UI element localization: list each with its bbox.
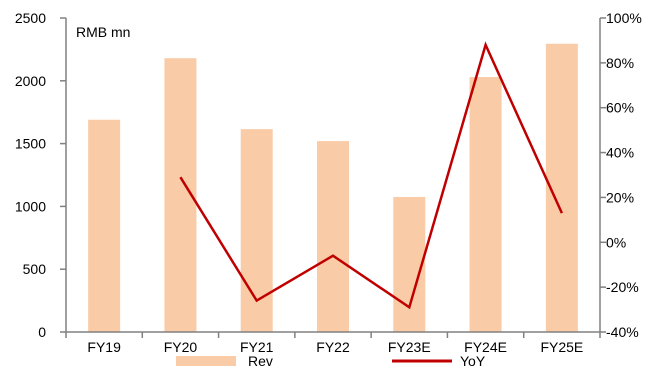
left-tick-label: 1000 bbox=[15, 198, 46, 214]
left-tick-label: 1500 bbox=[15, 136, 46, 152]
left-tick-label: 500 bbox=[23, 261, 47, 277]
bar-rev-fy23e bbox=[393, 196, 426, 332]
legend-label-rev: Rev bbox=[248, 353, 273, 369]
bar-rev-fy22 bbox=[317, 141, 349, 332]
right-tick-label: 0% bbox=[606, 234, 626, 250]
right-tick-label: 20% bbox=[606, 189, 634, 205]
yoy-line-layer bbox=[179, 41, 564, 310]
right-tick-label: -20% bbox=[606, 279, 639, 295]
x-tick-label: FY19 bbox=[87, 339, 121, 355]
right-tick-label: 80% bbox=[606, 55, 634, 71]
left-tick-label: 2500 bbox=[15, 10, 46, 26]
left-tick-label: 0 bbox=[38, 324, 46, 340]
right-tick-label: 40% bbox=[606, 145, 634, 161]
right-tick-label: 60% bbox=[606, 100, 634, 116]
right-tick-label: 100% bbox=[606, 10, 642, 26]
unit-label: RMB mn bbox=[76, 24, 130, 40]
legend: Rev YoY bbox=[176, 353, 486, 369]
axes-layer bbox=[60, 17, 606, 338]
x-tick-label: FY20 bbox=[164, 339, 198, 355]
x-tick-label: FY24E bbox=[464, 339, 507, 355]
x-tick-label: FY25E bbox=[540, 339, 583, 355]
x-tick-label: FY21 bbox=[240, 339, 274, 355]
labels-layer: RMB mn 0 500 1000 1500 2000 2500 -40% -20% 0% 20%… bbox=[15, 10, 642, 355]
bar-rev-fy19 bbox=[88, 119, 121, 333]
legend-swatch-rev bbox=[176, 356, 236, 366]
bar-rev-fy24e bbox=[469, 77, 502, 332]
line-yoy bbox=[179, 41, 564, 310]
legend-label-yoy: YoY bbox=[460, 353, 486, 369]
left-tick-label: 2000 bbox=[15, 73, 46, 89]
x-tick-label: FY22 bbox=[316, 339, 350, 355]
bar-rev-fy21 bbox=[240, 129, 273, 332]
x-tick-label: FY23E bbox=[388, 339, 431, 355]
right-tick-label: -40% bbox=[606, 324, 639, 340]
